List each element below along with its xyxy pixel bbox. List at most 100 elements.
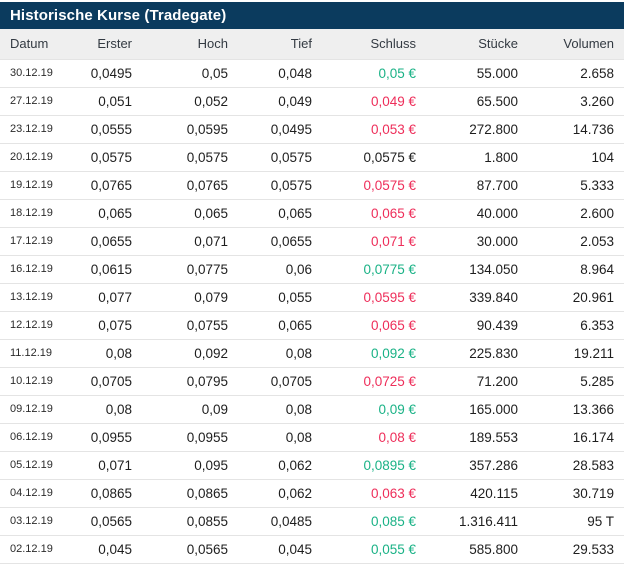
table-row: 04.12.19 0,0865 0,0865 0,062 0,063 €420.115 3… xyxy=(0,479,624,508)
cell-stuecke: 189.553 xyxy=(426,423,528,452)
cell-schluss: 0,049 € xyxy=(322,87,426,116)
table-row: 09.12.19 0,08 0,09 0,08 0,09 €165.000 13.366 xyxy=(0,395,624,424)
cell-tief: 0,06 xyxy=(238,255,322,284)
table-row: 20.12.19 0,0575 0,0575 0,0575 0,0575 €1.800 1… xyxy=(0,143,624,172)
cell-hoch: 0,052 xyxy=(142,87,238,116)
cell-volumen: 20.961 xyxy=(528,283,624,312)
cell-tief: 0,062 xyxy=(238,451,322,480)
cell-volumen: 2.600 xyxy=(528,199,624,228)
cell-erster: 0,075 xyxy=(78,311,142,340)
column-header-tief: Tief xyxy=(238,29,322,60)
column-header-schluss: Schluss xyxy=(322,29,426,60)
cell-erster: 0,0765 xyxy=(78,171,142,200)
cell-volumen: 5.285 xyxy=(528,367,624,396)
cell-schluss: 0,053 € xyxy=(322,115,426,144)
cell-tief: 0,0655 xyxy=(238,227,322,256)
cell-erster: 0,0615 xyxy=(78,255,142,284)
cell-hoch: 0,0865 xyxy=(142,479,238,508)
cell-volumen: 5.333 xyxy=(528,171,624,200)
cell-hoch: 0,079 xyxy=(142,283,238,312)
cell-stuecke: 65.500 xyxy=(426,87,528,116)
cell-stuecke: 225.830 xyxy=(426,339,528,368)
cell-erster: 0,0865 xyxy=(78,479,142,508)
cell-datum: 10.12.19 xyxy=(0,367,78,396)
cell-schluss: 0,085 € xyxy=(322,507,426,536)
column-header-erster: Erster xyxy=(78,29,142,60)
cell-tief: 0,0575 xyxy=(238,143,322,172)
cell-schluss: 0,063 € xyxy=(322,479,426,508)
cell-datum: 23.12.19 xyxy=(0,115,78,144)
cell-schluss: 0,0895 € xyxy=(322,451,426,480)
cell-tief: 0,0705 xyxy=(238,367,322,396)
cell-volumen: 19.211 xyxy=(528,339,624,368)
cell-schluss: 0,0725 € xyxy=(322,367,426,396)
cell-tief: 0,049 xyxy=(238,87,322,116)
cell-volumen: 29.533 xyxy=(528,535,624,564)
cell-volumen: 16.174 xyxy=(528,423,624,452)
cell-schluss: 0,0575 € xyxy=(322,143,426,172)
table-header-row: Datum Erster Hoch Tief Schluss Stücke Vo… xyxy=(0,29,624,60)
cell-hoch: 0,092 xyxy=(142,339,238,368)
cell-erster: 0,0575 xyxy=(78,143,142,172)
cell-datum: 16.12.19 xyxy=(0,255,78,284)
cell-stuecke: 1.800 xyxy=(426,143,528,172)
table-row: 03.12.19 0,0565 0,0855 0,0485 0,085 €1.316.4… xyxy=(0,507,624,536)
cell-schluss: 0,0595 € xyxy=(322,283,426,312)
historical-prices-table: Datum Erster Hoch Tief Schluss Stücke Vo… xyxy=(0,29,624,564)
cell-hoch: 0,09 xyxy=(142,395,238,424)
cell-datum: 05.12.19 xyxy=(0,451,78,480)
table-row: 27.12.19 0,051 0,052 0,049 0,049 €65.500 3.26… xyxy=(0,87,624,116)
cell-datum: 27.12.19 xyxy=(0,87,78,116)
widget-title: Historische Kurse (Tradegate) xyxy=(10,7,227,24)
cell-datum: 02.12.19 xyxy=(0,535,78,564)
column-header-stuecke: Stücke xyxy=(426,29,528,60)
cell-hoch: 0,0775 xyxy=(142,255,238,284)
cell-tief: 0,0575 xyxy=(238,171,322,200)
cell-volumen: 6.353 xyxy=(528,311,624,340)
cell-schluss: 0,065 € xyxy=(322,311,426,340)
cell-erster: 0,08 xyxy=(78,395,142,424)
table-body: 30.12.19 0,0495 0,05 0,048 0,05 €55.000 2.658… xyxy=(0,59,624,564)
cell-erster: 0,0655 xyxy=(78,227,142,256)
cell-volumen: 14.736 xyxy=(528,115,624,144)
cell-erster: 0,065 xyxy=(78,199,142,228)
table-row: 17.12.19 0,0655 0,071 0,0655 0,071 €30.000 2.… xyxy=(0,227,624,256)
table-row: 02.12.19 0,045 0,0565 0,045 0,055 €585.800 29… xyxy=(0,535,624,564)
cell-volumen: 2.053 xyxy=(528,227,624,256)
table-row: 30.12.19 0,0495 0,05 0,048 0,05 €55.000 2.658 xyxy=(0,59,624,88)
table-row: 13.12.19 0,077 0,079 0,055 0,0595 €339.840 20… xyxy=(0,283,624,312)
table-row: 19.12.19 0,0765 0,0765 0,0575 0,0575 €87.700… xyxy=(0,171,624,200)
cell-stuecke: 165.000 xyxy=(426,395,528,424)
cell-erster: 0,0555 xyxy=(78,115,142,144)
cell-stuecke: 40.000 xyxy=(426,199,528,228)
cell-volumen: 13.366 xyxy=(528,395,624,424)
cell-tief: 0,065 xyxy=(238,311,322,340)
cell-erster: 0,0705 xyxy=(78,367,142,396)
cell-datum: 17.12.19 xyxy=(0,227,78,256)
cell-volumen: 30.719 xyxy=(528,479,624,508)
cell-erster: 0,071 xyxy=(78,451,142,480)
cell-datum: 03.12.19 xyxy=(0,507,78,536)
cell-hoch: 0,0765 xyxy=(142,171,238,200)
column-header-hoch: Hoch xyxy=(142,29,238,60)
column-header-datum: Datum xyxy=(0,29,78,60)
table-row: 06.12.19 0,0955 0,0955 0,08 0,08 €189.553 16.… xyxy=(0,423,624,452)
table-row: 18.12.19 0,065 0,065 0,065 0,065 €40.000 2.60… xyxy=(0,199,624,228)
cell-hoch: 0,071 xyxy=(142,227,238,256)
cell-datum: 11.12.19 xyxy=(0,339,78,368)
cell-datum: 30.12.19 xyxy=(0,59,78,88)
cell-datum: 13.12.19 xyxy=(0,283,78,312)
cell-hoch: 0,05 xyxy=(142,59,238,88)
cell-hoch: 0,0755 xyxy=(142,311,238,340)
cell-datum: 06.12.19 xyxy=(0,423,78,452)
cell-tief: 0,062 xyxy=(238,479,322,508)
cell-hoch: 0,0575 xyxy=(142,143,238,172)
cell-hoch: 0,0565 xyxy=(142,535,238,564)
cell-tief: 0,065 xyxy=(238,199,322,228)
cell-volumen: 2.658 xyxy=(528,59,624,88)
cell-tief: 0,045 xyxy=(238,535,322,564)
cell-tief: 0,08 xyxy=(238,395,322,424)
table-row: 10.12.19 0,0705 0,0795 0,0705 0,0725 €71.200… xyxy=(0,367,624,396)
cell-hoch: 0,065 xyxy=(142,199,238,228)
